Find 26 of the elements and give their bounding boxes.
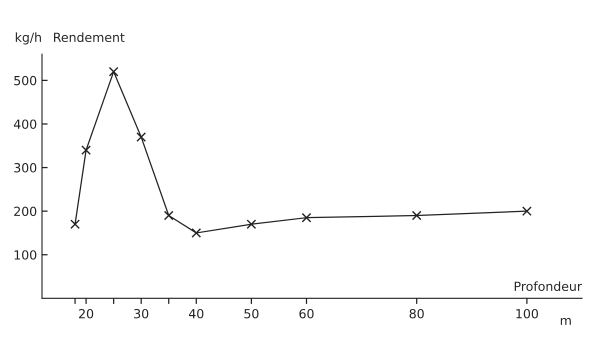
point: [191, 228, 202, 238]
y-tick-label: 500: [14, 76, 36, 86]
x-tick-label: 60: [299, 308, 314, 318]
text: m: [560, 318, 571, 325]
x-tick-label: 50: [244, 308, 259, 318]
point: [136, 132, 146, 142]
x-tick-label: 80: [410, 308, 424, 318]
point: [164, 210, 174, 220]
y-tick-label: 400: [14, 119, 36, 129]
point: [246, 219, 256, 230]
point: [302, 212, 312, 223]
point: [81, 145, 91, 155]
x-tick-label: 30: [134, 308, 148, 318]
y-tick-label: 100: [14, 250, 36, 260]
x-tick-label: 100: [516, 308, 538, 318]
chart-title: Rendement: [54, 32, 125, 42]
y-axis-title: kg/h: [16, 32, 41, 44]
y-tick-label: 300: [14, 163, 36, 172]
point: [522, 206, 532, 216]
point: [108, 66, 118, 77]
y-tick-label: 200: [14, 206, 36, 216]
point: [412, 210, 422, 220]
x-tick-label: 20: [79, 308, 94, 318]
point: [70, 219, 80, 230]
x-axis-title: Profondeur: [514, 281, 582, 292]
x-tick-label: 40: [188, 308, 204, 318]
